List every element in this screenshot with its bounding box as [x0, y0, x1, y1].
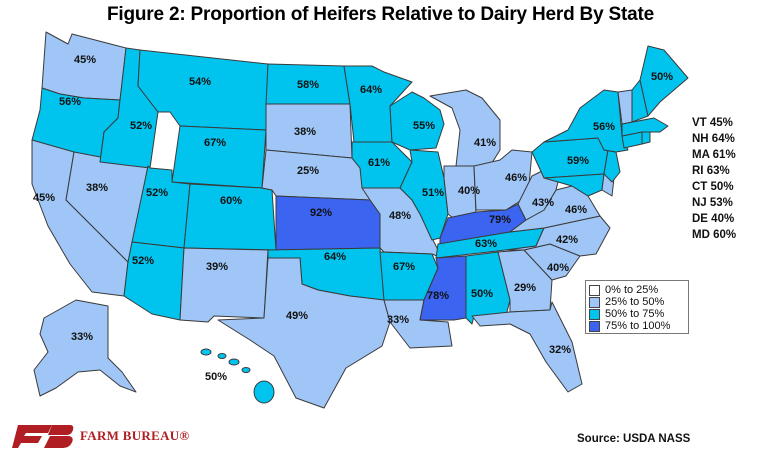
label-ky: 79% [489, 214, 511, 226]
label-ne: 25% [297, 165, 319, 177]
label-ok: 64% [324, 251, 346, 263]
legend: 0% to 25% 25% to 50% 50% to 75% 75% to 1… [585, 280, 689, 334]
label-ny: 56% [593, 121, 615, 133]
label-ia: 61% [368, 157, 390, 169]
label-fl: 32% [549, 344, 571, 356]
legend-label: 75% to 100% [605, 320, 671, 332]
map-title: Figure 2: Proportion of Heifers Relative… [107, 4, 654, 25]
state-wv [517, 169, 559, 221]
label-ar: 67% [393, 261, 415, 273]
state-az [123, 241, 185, 321]
legend-item: 50% to 75% [589, 308, 688, 320]
label-or: 56% [59, 96, 81, 108]
legend-item: 25% to 50% [589, 296, 688, 308]
state-nm [179, 247, 269, 323]
state-il [399, 149, 449, 241]
label-ut: 52% [146, 187, 168, 199]
source-note: Source: USDA NASS [577, 433, 691, 445]
label-az: 52% [132, 255, 154, 267]
label-hi: 50% [205, 371, 227, 383]
state-co [183, 183, 277, 251]
label-wy: 67% [204, 137, 226, 149]
label-wa: 45% [74, 54, 96, 66]
label-al: 50% [471, 288, 493, 300]
label-sc: 40% [547, 262, 569, 274]
label-oh: 46% [505, 172, 527, 184]
label-ks: 92% [310, 207, 332, 219]
state-tx [217, 257, 391, 409]
legend-swatch [589, 284, 600, 296]
label-pa: 59% [567, 155, 589, 167]
farm-bureau-logo: FARM BUREAU® [12, 423, 189, 449]
label-sd: 38% [294, 126, 316, 138]
small-state-vt: VT 45% [692, 117, 733, 129]
small-state-nj: NJ 53% [692, 197, 733, 209]
label-il: 51% [422, 187, 444, 199]
small-state-ma: MA 61% [692, 149, 736, 161]
state-ri [641, 131, 651, 145]
state-ks [275, 195, 381, 251]
label-co: 60% [220, 195, 242, 207]
small-state-nh: NH 64% [692, 133, 735, 145]
label-mi: 41% [474, 137, 496, 149]
label-tn: 63% [475, 238, 497, 250]
label-mn: 64% [360, 84, 382, 96]
state-ma [621, 117, 669, 137]
label-nd: 58% [297, 79, 319, 91]
legend-swatch [589, 320, 600, 332]
label-la: 33% [387, 314, 409, 326]
small-state-ri: RI 63% [692, 165, 730, 177]
label-mo: 48% [389, 210, 411, 222]
label-ms: 78% [427, 290, 449, 302]
label-va: 46% [565, 204, 587, 216]
label-nm: 39% [206, 261, 228, 273]
label-nv: 38% [86, 182, 108, 194]
state-wa [41, 31, 127, 101]
farm-bureau-logo-icon [12, 425, 74, 448]
small-state-md: MD 60% [692, 229, 737, 241]
legend-label: 25% to 50% [605, 296, 665, 308]
farm-bureau-wordmark: FARM BUREAU® [80, 428, 190, 443]
state-wy [171, 125, 267, 189]
legend-swatch [589, 308, 600, 320]
small-state-ct: CT 50% [692, 181, 734, 193]
label-in: 40% [458, 185, 480, 197]
state-mi [429, 89, 501, 167]
label-id: 52% [130, 120, 152, 132]
state-wi [389, 91, 445, 151]
label-ca: 45% [33, 192, 55, 204]
label-me: 50% [651, 71, 673, 83]
label-wv: 43% [532, 197, 554, 209]
label-mt: 54% [189, 76, 211, 88]
state-hi [200, 348, 275, 404]
state-oh [473, 149, 533, 211]
legend-label: 0% to 25% [605, 284, 659, 296]
small-state-values: VT 45% NH 64% MA 61% RI 63% CT 50% NJ 53… [692, 115, 736, 243]
legend-item: 75% to 100% [589, 320, 688, 332]
label-wi: 55% [413, 120, 435, 132]
legend-swatch [589, 296, 600, 308]
legend-item: 0% to 25% [589, 284, 688, 296]
label-nc: 42% [556, 234, 578, 246]
label-tx: 49% [286, 310, 308, 322]
small-state-de: DE 40% [692, 213, 735, 225]
state-me [639, 45, 689, 117]
legend-label: 50% to 75% [605, 308, 665, 320]
state-fl [471, 301, 583, 393]
label-ga: 29% [514, 282, 536, 294]
label-ak: 33% [71, 331, 93, 343]
state-ak [33, 299, 137, 397]
